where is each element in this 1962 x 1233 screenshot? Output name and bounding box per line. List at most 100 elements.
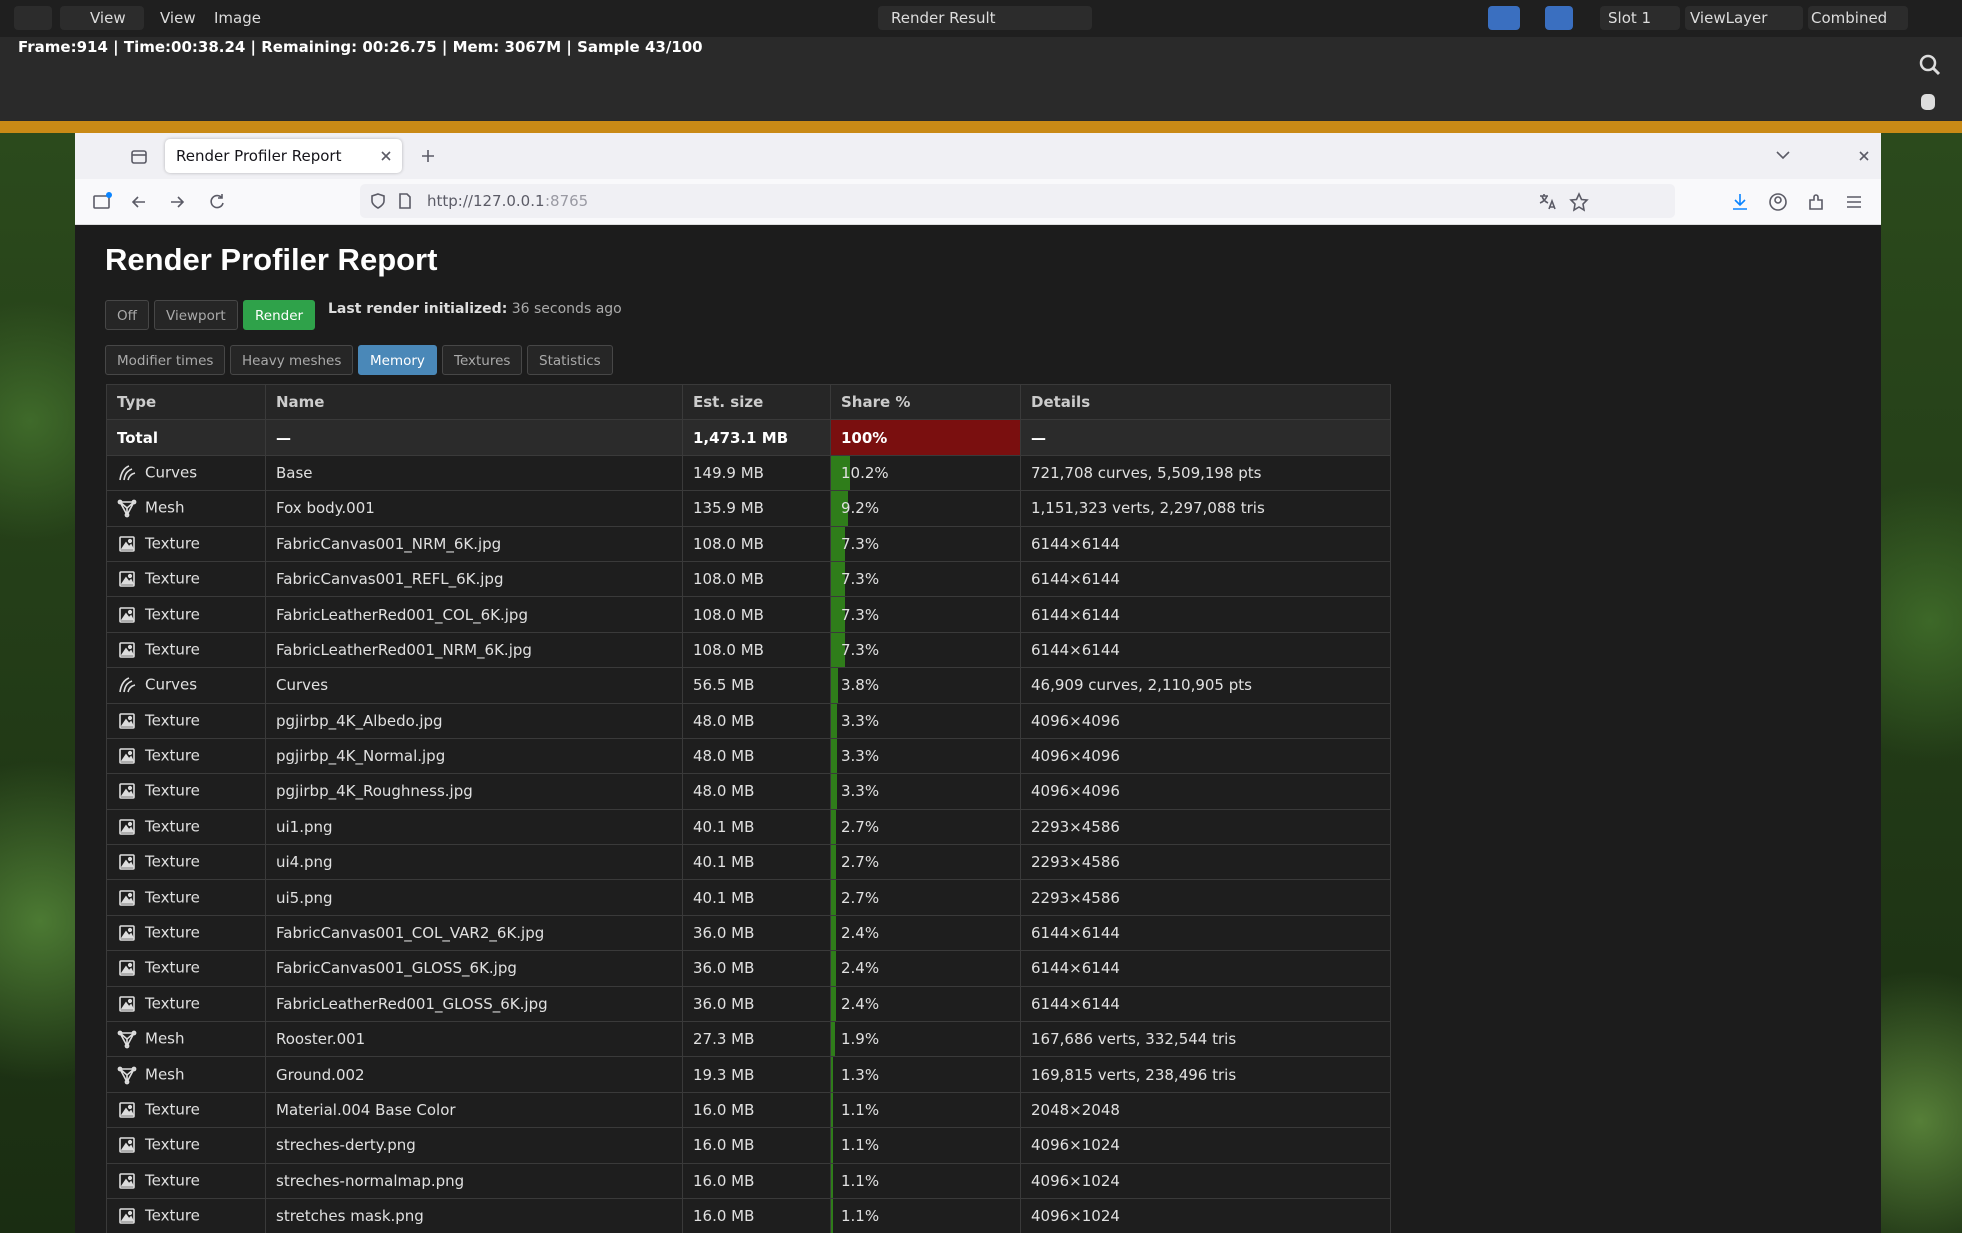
mode-button[interactable]: Off [105, 300, 149, 330]
editor-type[interactable] [14, 6, 52, 30]
translate[interactable] [1538, 192, 1558, 212]
est-size: 16.0 MB [682, 1162, 831, 1199]
column-header: Name [265, 383, 683, 421]
mode-button[interactable]: Viewport [154, 300, 238, 330]
type-icon [119, 819, 135, 835]
overlay-toggle[interactable] [1545, 6, 1573, 30]
details: 1,151,323 verts, 2,297,088 tris [1020, 490, 1391, 527]
details: 6144×6144 [1020, 985, 1391, 1023]
type: Texture [145, 746, 200, 765]
slot[interactable]: Slot 1 [1608, 9, 1652, 27]
table-row: Texture FabricLeatherRed001_NRM_6K.jpg 108… [106, 631, 1391, 669]
view-layer[interactable]: ViewLayer [1690, 9, 1768, 27]
menu[interactable]: View [160, 9, 196, 27]
table-row: Texture FabricCanvas001_COL_VAR2_6K.jpg 36… [106, 914, 1391, 952]
tab-close[interactable] [380, 150, 392, 162]
type-cell: Texture [106, 844, 266, 881]
est-size: 36.0 MB [682, 985, 831, 1023]
page-info[interactable] [398, 193, 412, 209]
type-cell: Texture [106, 914, 266, 952]
share-label: 3.8% [841, 676, 880, 695]
details: 6144×6144 [1020, 560, 1391, 598]
type-cell: Texture [106, 525, 266, 562]
menu[interactable]: View [90, 9, 126, 27]
share-bar [831, 916, 836, 950]
menu[interactable]: Image [214, 9, 261, 27]
layer-select[interactable] [1685, 6, 1803, 30]
type-cell: Texture [106, 737, 266, 775]
shield[interactable] [370, 193, 386, 209]
share-bar [831, 951, 836, 986]
type-icon [119, 642, 135, 658]
table-row: Texture ui1.png 40.1 MB 2.7% 2293×4586 [106, 808, 1391, 846]
render-pass[interactable]: Combined [1811, 9, 1888, 27]
share-label: 7.3% [841, 534, 880, 553]
type-icon [119, 783, 135, 800]
share-label: 1.1% [841, 1101, 880, 1119]
report-tab[interactable]: Modifier times [105, 345, 226, 375]
share-label: 2.4% [841, 959, 880, 978]
image-editor: View View Image Render Result Slot 1 Vie… [0, 0, 1962, 121]
details: 167,686 verts, 332,544 tris [1020, 1021, 1391, 1058]
report-tab[interactable]: Memory [358, 345, 437, 375]
type: Curves [145, 675, 198, 694]
name: ui1.png [265, 808, 683, 846]
share-bar [831, 1093, 834, 1127]
view-tools[interactable] [1916, 52, 1942, 116]
column-header: Details [1020, 383, 1391, 421]
details: 6144×6144 [1020, 596, 1391, 633]
share-label: 1.1% [841, 1171, 880, 1190]
gizmo-toggle[interactable] [1488, 6, 1520, 30]
url-bar[interactable]: http://127.0.0.1:8765 [360, 184, 1675, 218]
details: 721,708 curves, 5,509,198 pts [1020, 454, 1391, 492]
name: FabricLeatherRed001_NRM_6K.jpg [265, 631, 683, 669]
share-cell: 1.3% [830, 1056, 1021, 1093]
tab-overview[interactable] [130, 147, 148, 165]
column-header: Est. size [682, 383, 831, 421]
extensions[interactable] [1806, 192, 1826, 212]
active-tab[interactable]: Render Profiler Report [165, 139, 402, 173]
sidebar[interactable] [92, 192, 112, 212]
tab-list[interactable] [1775, 149, 1791, 161]
share-bar [831, 420, 1020, 455]
forward[interactable] [168, 193, 186, 211]
type: Mesh [145, 1065, 185, 1084]
bookmark[interactable] [1569, 192, 1589, 212]
header-row: Type Name Est. size Share % Details [106, 383, 1391, 421]
pass-select[interactable] [1808, 6, 1908, 30]
share-bar [831, 987, 836, 1021]
share-cell: 100% [830, 419, 1021, 456]
type-icon [119, 712, 135, 729]
type-cell: Texture [106, 631, 266, 669]
slot-select[interactable] [1600, 6, 1680, 30]
share-bar [831, 562, 845, 596]
back[interactable] [130, 193, 148, 211]
menu[interactable] [1845, 193, 1863, 211]
share-bar [831, 1128, 834, 1163]
share-label: 7.3% [841, 640, 880, 659]
report-tab[interactable]: Heavy meshes [230, 345, 354, 375]
close-window[interactable] [1858, 150, 1870, 162]
type-icon [117, 1030, 137, 1049]
type-icon [119, 996, 135, 1012]
mode-menu[interactable] [60, 6, 144, 30]
account[interactable] [1768, 192, 1788, 212]
report-tab[interactable]: Statistics [527, 345, 613, 375]
image-selector[interactable] [878, 6, 1092, 30]
type-cell: Texture [106, 808, 266, 846]
mode-button[interactable]: Render [243, 300, 316, 330]
share-bar [831, 845, 837, 879]
new-tab[interactable] [420, 148, 436, 164]
report-tab[interactable]: Textures [442, 345, 523, 375]
type-cell: Texture [106, 596, 266, 633]
share-cell: 2.7% [830, 808, 1021, 846]
share-bar [831, 668, 839, 703]
browser-window: Render Profiler Report http://127.0.0.1:… [75, 133, 1881, 1233]
url-port: :8765 [545, 192, 589, 210]
name: streches-normalmap.png [265, 1162, 683, 1199]
est-size: 1,473.1 MB [682, 419, 831, 456]
reload[interactable] [207, 192, 227, 212]
downloads[interactable] [1730, 192, 1750, 212]
type: Texture [145, 781, 200, 800]
